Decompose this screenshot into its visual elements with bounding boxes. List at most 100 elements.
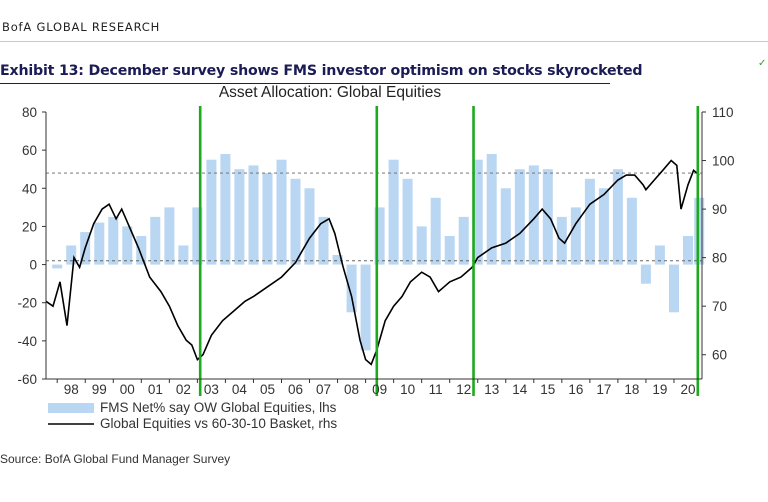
bar: [514, 169, 525, 265]
x-tick-label: 02: [176, 382, 191, 397]
bar: [192, 207, 203, 265]
bar: [94, 222, 105, 265]
bar: [669, 264, 679, 313]
x-tick-label: 00: [120, 382, 135, 397]
chart-title: Asset Allocation: Global Equities: [218, 84, 442, 101]
line-layer: [45, 159, 700, 366]
bar: [402, 178, 413, 265]
legend-label-bars: FMS Net% say OW Global Equities, lhs: [100, 400, 337, 415]
exhibit-underline: [0, 83, 610, 84]
bar: [654, 245, 665, 265]
bar: [248, 165, 259, 265]
bar: [220, 154, 231, 265]
bar: [500, 188, 511, 265]
y-right-tick-label: 100: [712, 154, 735, 169]
y-left-tick-label: 60: [22, 143, 37, 158]
bar: [612, 169, 623, 265]
exhibit-title: Exhibit 13: December survey shows FMS in…: [0, 63, 643, 79]
legend: FMS Net% say OW Global Equities, lhs Glo…: [48, 400, 337, 431]
bar: [122, 226, 133, 265]
bar: [136, 236, 147, 265]
series-line: [45, 159, 700, 366]
x-tick-label: 19: [652, 382, 667, 397]
x-tick-label: 12: [456, 382, 471, 397]
bar: [332, 255, 343, 265]
vertical-markers-layer: [198, 106, 700, 396]
y-right-tick-label: 110: [712, 105, 734, 120]
source-note: Source: BofA Global Fund Manager Survey: [0, 452, 231, 466]
bar: [52, 264, 63, 269]
bar: [472, 159, 483, 265]
bar: [444, 236, 455, 265]
y-right-tick-label: 90: [712, 202, 727, 217]
bar: [528, 165, 539, 265]
y-right-tick-label: 60: [712, 348, 727, 363]
bar: [542, 169, 553, 265]
header-rule: [0, 41, 768, 42]
bar: [276, 159, 287, 265]
reference-lines-layer: [46, 172, 702, 262]
bar: [150, 216, 161, 265]
y-left-tick-label: 80: [22, 105, 37, 120]
y-left-tick-label: 0: [29, 258, 37, 273]
bar: [262, 173, 273, 265]
y-left-tick-label: -20: [17, 296, 37, 311]
x-tick-label: 03: [204, 382, 219, 397]
bar: [234, 169, 245, 265]
bar: [304, 188, 315, 265]
bar: [598, 188, 609, 265]
bar: [570, 207, 581, 265]
bar: [66, 245, 77, 265]
bar: [164, 207, 175, 265]
y-right-tick-label: 80: [712, 251, 727, 266]
bar: [626, 197, 637, 265]
bar: [360, 264, 371, 351]
bar: [416, 226, 427, 265]
bar: [318, 216, 329, 265]
legend-swatch-bars: [48, 403, 94, 413]
x-tick-label: 18: [624, 382, 639, 397]
bar: [430, 197, 441, 265]
x-tick-label: 17: [596, 382, 611, 397]
check-mark-icon: ✓: [758, 58, 767, 69]
x-tick-label: 10: [400, 382, 415, 397]
bars-layer: [52, 154, 705, 351]
x-tick-label: 16: [568, 382, 583, 397]
bar: [290, 178, 301, 265]
bar: [388, 159, 399, 265]
bar: [206, 159, 217, 265]
x-tick-label: 09: [372, 382, 387, 397]
x-tick-label: 11: [429, 382, 443, 397]
bar: [458, 216, 469, 265]
x-tick-label: 01: [148, 382, 163, 397]
axes-layer: 80 60 40 20 0 -20 -40 -60 110 100 90 80 70 60 98 99 00 01…: [17, 105, 734, 397]
bar: [346, 264, 357, 313]
bar: [486, 154, 497, 265]
bar: [374, 207, 385, 265]
bar: [683, 236, 693, 265]
bar: [640, 264, 651, 284]
x-tick-label: 98: [64, 382, 79, 397]
bar: [178, 245, 189, 265]
x-tick-label: 14: [512, 382, 528, 397]
y-left-tick-label: -60: [17, 372, 37, 387]
x-tick-label: 08: [344, 382, 359, 397]
bar: [584, 178, 595, 265]
x-tick-label: 04: [232, 382, 248, 397]
y-right-tick-label: 70: [712, 299, 727, 314]
y-left-tick-label: 40: [22, 181, 37, 196]
brand-header: BofA GLOBAL RESEARCH: [2, 20, 161, 34]
bar: [108, 216, 119, 265]
x-tick-label: 99: [92, 382, 107, 397]
legend-label-line: Global Equities vs 60-30-10 Basket, rhs: [100, 416, 337, 431]
x-tick-label: 07: [316, 382, 331, 397]
x-tick-label: 15: [540, 382, 555, 397]
x-tick-label: 20: [680, 382, 695, 397]
bar: [694, 197, 705, 265]
x-tick-label: 05: [260, 382, 275, 397]
x-tick-label: 13: [484, 382, 499, 397]
y-left-tick-label: -40: [17, 334, 37, 349]
x-tick-label: 06: [288, 382, 303, 397]
y-left-tick-label: 20: [22, 219, 37, 234]
